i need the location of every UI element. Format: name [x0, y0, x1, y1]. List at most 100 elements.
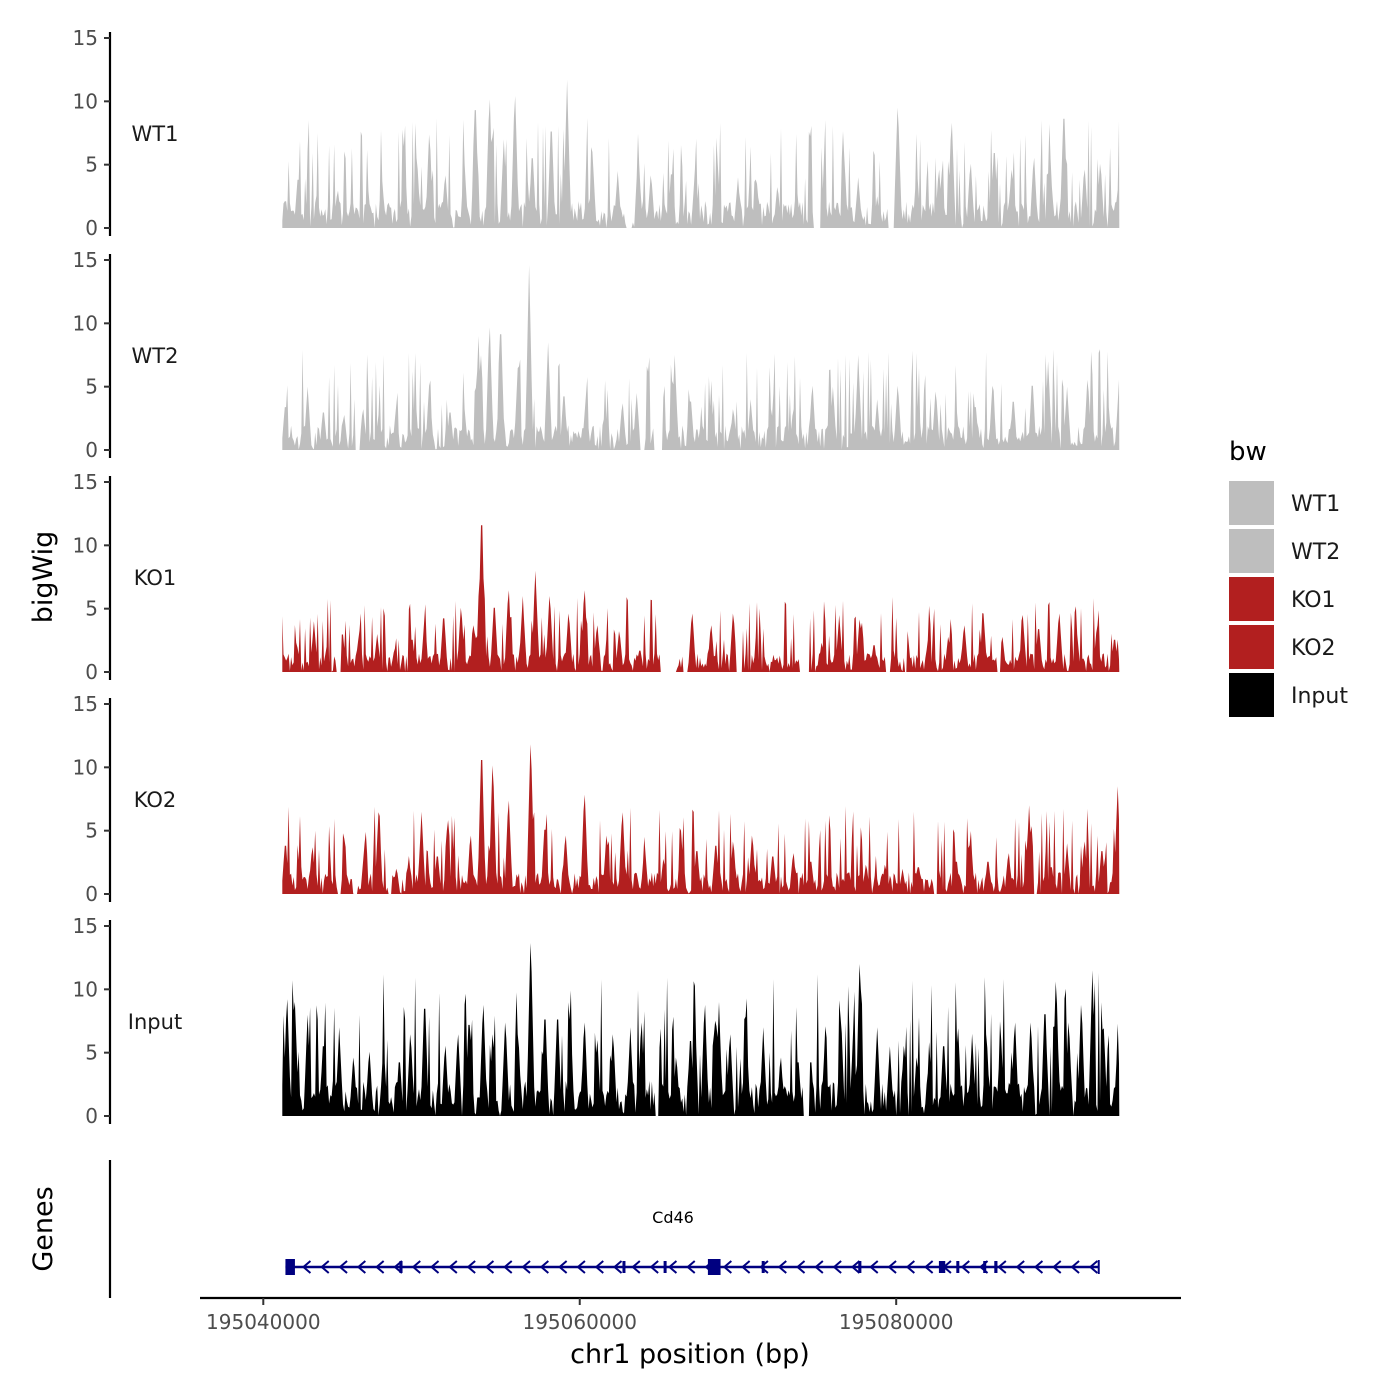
strand-arrow: [503, 1260, 513, 1274]
strand-arrow: [960, 1260, 970, 1274]
y-tick-label: 5: [85, 375, 98, 399]
legend-key-wt1: [1229, 481, 1274, 525]
x-axis-title: chr1 position (bp): [570, 1339, 810, 1370]
strand-arrow: [448, 1260, 458, 1274]
legend-label-ko2: KO2: [1291, 636, 1336, 661]
x-tick-label: 195080000: [839, 1310, 954, 1334]
genes-panel-title: Genes: [28, 1186, 59, 1271]
track-label: Input: [128, 1010, 182, 1034]
exon: [938, 1261, 946, 1273]
strand-arrow: [1088, 1260, 1098, 1274]
legend-label-wt2: WT2: [1291, 540, 1340, 565]
y-tick-label: 5: [85, 597, 98, 621]
x-axis: 195040000 195060000 195080000: [200, 1296, 1181, 1334]
y-tick-label: 10: [73, 533, 98, 557]
coverage-tracks: 0 5 10 15 WT1 0 5 10 15 WT2 0 5 10 15 KO1 0 5 10 15 KO2 0 5 10…: [73, 26, 1120, 1128]
strand-arrow: [741, 1260, 751, 1274]
y-tick-label: 15: [73, 470, 98, 494]
track-ko2: 0 5 10 15 KO2: [73, 692, 1120, 906]
x-tick-label: 195040000: [206, 1310, 321, 1334]
y-tick-label: 0: [85, 1104, 98, 1128]
y-tick-label: 10: [73, 311, 98, 335]
exon: [983, 1261, 987, 1273]
y-tick-label: 0: [85, 882, 98, 906]
legend-key-input: [1229, 673, 1274, 717]
y-axis-title: bigWig: [28, 531, 59, 624]
exon: [285, 1259, 295, 1275]
exon: [956, 1261, 960, 1273]
strand-arrow: [539, 1260, 549, 1274]
strand-arrow: [777, 1260, 787, 1274]
y-tick-label: 10: [73, 977, 98, 1001]
track-ko1: 0 5 10 15 KO1: [73, 470, 1120, 684]
y-tick-label: 0: [85, 660, 98, 684]
strand-arrow: [869, 1260, 879, 1274]
strand-arrow: [686, 1260, 696, 1274]
track-input: 0 5 10 15 Input: [73, 914, 1120, 1128]
strand-arrow: [558, 1260, 568, 1274]
strand-arrow: [905, 1260, 915, 1274]
strand-arrow: [924, 1260, 934, 1274]
strand-arrow: [576, 1260, 586, 1274]
exon: [622, 1261, 626, 1273]
strand-arrow: [594, 1260, 604, 1274]
y-tick-label: 0: [85, 438, 98, 462]
strand-arrow: [466, 1260, 476, 1274]
coverage-area-wt2: [282, 265, 1120, 450]
gene-label: Cd46: [652, 1208, 694, 1227]
exon: [707, 1259, 721, 1275]
y-tick-label: 15: [73, 692, 98, 716]
y-tick-label: 10: [73, 89, 98, 113]
strand-arrow: [521, 1260, 531, 1274]
y-tick-label: 15: [73, 248, 98, 272]
legend: bw WT1 WT2 KO1 KO2 Input: [1229, 437, 1348, 717]
coverage-area-ko1: [282, 525, 1120, 672]
exon: [761, 1261, 765, 1273]
strand-arrow: [759, 1260, 769, 1274]
track-label: WT2: [132, 344, 179, 368]
strand-arrow: [338, 1260, 348, 1274]
strand-arrow: [375, 1260, 385, 1274]
exon: [663, 1261, 667, 1273]
strand-arrow: [631, 1260, 641, 1274]
strand-arrow: [1015, 1260, 1025, 1274]
strand-arrow: [814, 1260, 824, 1274]
strand-arrow: [722, 1260, 732, 1274]
legend-key-ko2: [1229, 625, 1274, 669]
strand-arrow: [613, 1260, 623, 1274]
strand-arrow: [484, 1260, 495, 1274]
track-wt1: 0 5 10 15 WT1: [73, 26, 1120, 240]
exon: [858, 1261, 862, 1273]
legend-key-wt2: [1229, 529, 1274, 573]
track-label: KO2: [134, 788, 177, 812]
strand-arrow: [1033, 1260, 1044, 1274]
genes-panel: Cd46: [108, 1160, 1100, 1298]
track-label: WT1: [132, 122, 179, 146]
y-tick-label: 10: [73, 755, 98, 779]
strand-arrow: [411, 1260, 421, 1274]
y-tick-label: 5: [85, 819, 98, 843]
coverage-area-input: [282, 943, 1120, 1116]
exon: [994, 1261, 998, 1273]
y-tick-label: 15: [73, 26, 98, 50]
legend-title: bw: [1229, 437, 1267, 467]
y-tick-label: 15: [73, 914, 98, 938]
exon: [399, 1261, 403, 1273]
coverage-area-wt1: [282, 79, 1120, 228]
legend-label-ko1: KO1: [1291, 588, 1336, 613]
strand-arrow: [301, 1260, 312, 1274]
strand-arrow: [997, 1260, 1007, 1274]
strand-arrow: [887, 1260, 897, 1274]
strand-arrow: [356, 1260, 366, 1274]
x-tick-label: 195060000: [522, 1310, 637, 1334]
strand-arrow: [320, 1260, 330, 1274]
strand-arrow: [649, 1260, 659, 1274]
track-label: KO1: [134, 566, 177, 590]
legend-label-input: Input: [1291, 684, 1348, 709]
strand-arrow: [832, 1260, 842, 1274]
strand-arrow: [1070, 1260, 1080, 1274]
coverage-area-ko2: [282, 744, 1120, 894]
y-tick-label: 5: [85, 153, 98, 177]
